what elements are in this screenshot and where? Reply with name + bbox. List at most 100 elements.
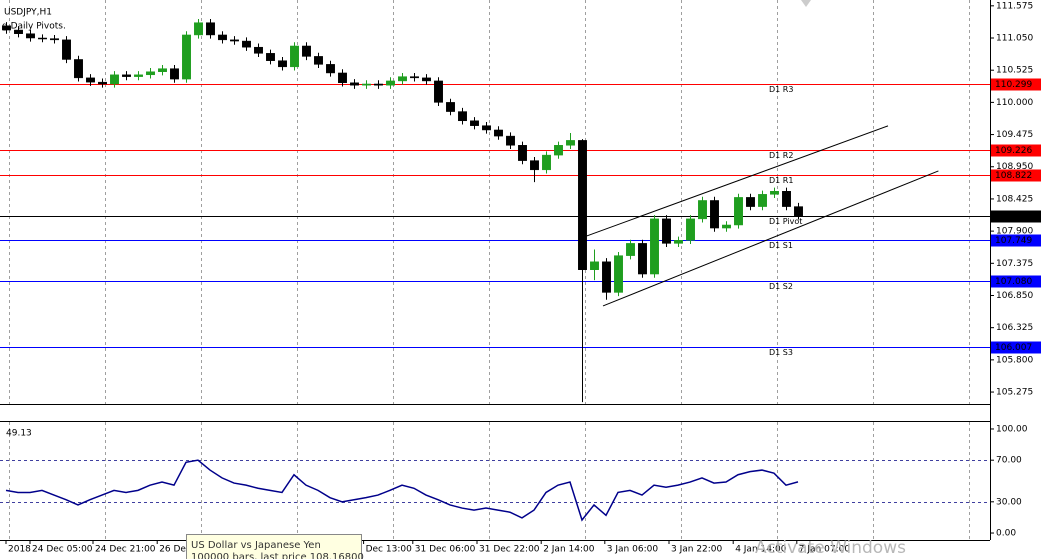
candle-body <box>434 80 443 103</box>
y-tick-label: 109.475 <box>996 130 1033 140</box>
x-tick-label: 4 Jan 14:00 <box>735 545 787 555</box>
price-tag <box>991 234 1041 247</box>
price-tag <box>991 144 1041 157</box>
candle-body <box>530 160 539 171</box>
bid-tag <box>991 210 1041 223</box>
candle-body <box>410 76 419 79</box>
candle-body <box>650 218 659 275</box>
candle-body <box>62 39 71 60</box>
y-tick-label: 106.325 <box>996 323 1033 333</box>
x-tick-label: 3 Jan 22:00 <box>671 545 723 555</box>
y-tick-label: 110.000 <box>996 98 1033 108</box>
candle-body <box>158 68 167 72</box>
pivot-label: D1 S3 <box>769 348 793 357</box>
candle-body <box>626 243 635 256</box>
candle-body <box>170 68 179 80</box>
candle-body <box>770 191 779 195</box>
y-tick-label: 107.900 <box>996 227 1033 237</box>
x-tick-label: 31 Dec 06:00 <box>415 545 476 555</box>
candle-body <box>386 80 395 86</box>
price-tag <box>991 275 1041 288</box>
price-tag-label: 107.749 <box>995 236 1032 246</box>
candle-body <box>542 154 551 171</box>
y-tick-label: 106.850 <box>996 291 1033 301</box>
x-tick-label: 2018 <box>8 545 31 555</box>
candle-body <box>458 111 467 122</box>
candle-body <box>254 46 263 54</box>
candle-body <box>722 224 731 229</box>
candle-body <box>302 45 311 57</box>
candle-body <box>326 64 335 74</box>
y-tick-label: 105.800 <box>996 355 1033 365</box>
candle-body <box>482 125 491 131</box>
pivot-label: D1 S1 <box>769 241 793 250</box>
candle-body <box>50 38 59 41</box>
price-tag-label: 110.299 <box>995 80 1032 90</box>
candle-body <box>374 83 383 86</box>
candle-body <box>578 140 587 270</box>
tooltip-text: US Dollar vs Japanese Yen <box>191 540 321 551</box>
candle-body <box>290 45 299 68</box>
x-tick-label: 26 Dec <box>159 545 191 555</box>
tooltip-text: 100000 bars, last price 108.16800 <box>191 552 364 559</box>
candle-body <box>350 82 359 86</box>
candle-body <box>338 72 347 84</box>
candle-body <box>614 255 623 293</box>
pivot-label: D1 R3 <box>769 85 793 94</box>
price-tag <box>991 169 1041 182</box>
price-tag <box>991 341 1041 354</box>
candle-body <box>230 39 239 42</box>
candle-body <box>2 25 11 31</box>
x-tick-label: 3 Jan 06:00 <box>607 545 659 555</box>
y-tick-label: 108.950 <box>996 162 1033 172</box>
x-tick-label: 24 Dec 21:00 <box>95 545 156 555</box>
candle-body <box>638 243 647 275</box>
y-tick-label: 107.375 <box>996 259 1033 269</box>
candle-body <box>518 145 527 161</box>
chart-title: USDJPY,H1 <box>4 8 52 18</box>
rsi-value-label: 49.13 <box>6 429 32 439</box>
scroll-marker <box>801 0 811 7</box>
candle-body <box>422 77 431 82</box>
price-tag-label: 107.080 <box>995 277 1032 287</box>
x-tick-label: 7 Jan 07:00 <box>799 545 851 555</box>
trend-line <box>602 170 939 307</box>
candle-body <box>734 197 743 226</box>
candle-body <box>506 135 515 146</box>
candle-body <box>278 60 287 68</box>
candle-body <box>470 120 479 126</box>
y-tick-label: 30.00 <box>996 497 1022 507</box>
indicator-name: g Daily Pivots. <box>2 22 66 32</box>
candle-body <box>242 40 251 48</box>
candle-body <box>590 261 599 270</box>
x-tick-label: 2 Jan 14:00 <box>543 545 595 555</box>
candle-body <box>14 29 23 34</box>
price-tag-label: 106.007 <box>995 343 1032 353</box>
candle-body <box>86 77 95 83</box>
candle-body <box>698 200 707 220</box>
candle-body <box>794 206 803 217</box>
candle-body <box>554 145 563 156</box>
candle-body <box>194 22 203 36</box>
y-tick-label: 100.00 <box>996 424 1028 434</box>
candle-body <box>494 129 503 137</box>
candle-body <box>134 74 143 77</box>
x-tick-label: Dec 13:00 <box>366 545 412 555</box>
candle-body <box>98 81 107 85</box>
candle-body <box>122 74 131 77</box>
candle-body <box>266 53 275 61</box>
price-tag <box>991 78 1041 91</box>
x-tick-label: 31 Dec 22:00 <box>479 545 540 555</box>
trend-line <box>586 125 889 237</box>
candle-body <box>206 22 215 36</box>
candle-body <box>26 33 35 39</box>
y-tick-label: 111.575 <box>996 1 1033 11</box>
candle-body <box>74 59 83 79</box>
x-tick-label: 24 Dec 05:00 <box>32 545 93 555</box>
pivot-label: D1 R1 <box>769 176 793 185</box>
candle-body <box>110 74 119 85</box>
price-tag-label: 109.226 <box>995 146 1032 156</box>
candle-body <box>782 191 791 207</box>
candle-body <box>602 261 611 293</box>
